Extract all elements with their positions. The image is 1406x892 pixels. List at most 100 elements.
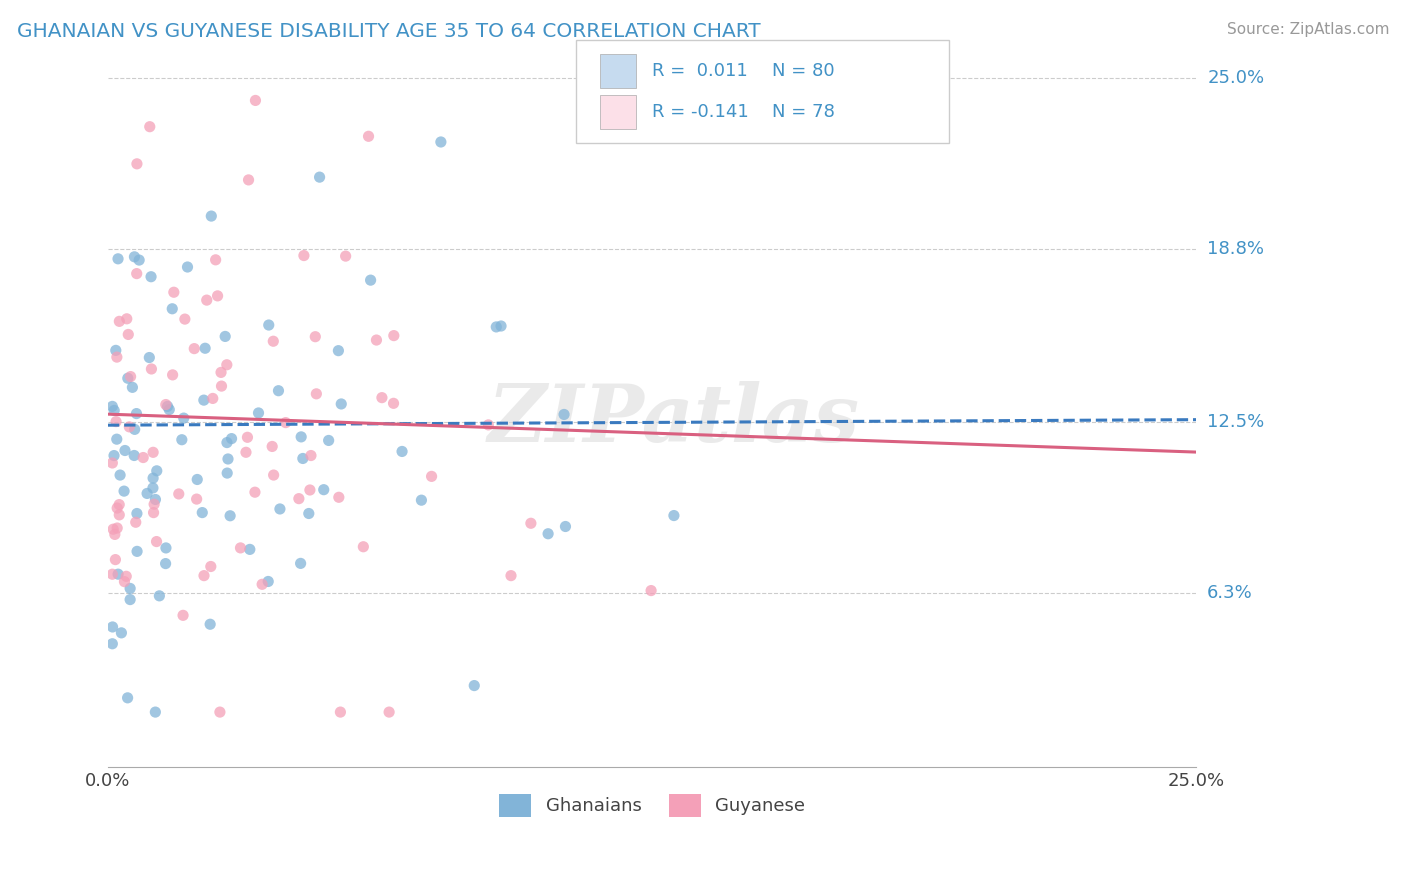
Point	[128, 253, 150, 268]
Point	[239, 542, 262, 557]
Point	[485, 319, 508, 334]
Point	[143, 497, 166, 511]
Point	[328, 343, 350, 358]
Point	[238, 173, 260, 187]
Point	[103, 449, 125, 463]
Point	[125, 157, 148, 171]
Point	[118, 420, 141, 434]
Point	[107, 252, 129, 266]
Point	[215, 358, 238, 372]
Point	[193, 568, 215, 582]
Point	[101, 400, 124, 414]
Legend: Ghanaians, Guyanese: Ghanaians, Guyanese	[492, 787, 813, 824]
Text: N = 80: N = 80	[772, 62, 835, 79]
Point	[640, 583, 662, 598]
Point	[221, 432, 243, 446]
Point	[537, 526, 560, 541]
Point	[217, 466, 239, 480]
Point	[120, 582, 142, 596]
Point	[371, 391, 394, 405]
Point	[121, 380, 143, 394]
Point	[104, 552, 127, 566]
Point	[554, 519, 576, 533]
Point	[195, 293, 218, 307]
Point	[193, 393, 215, 408]
Text: R = -0.141: R = -0.141	[652, 103, 749, 121]
Point	[329, 705, 352, 719]
Text: 12.5%: 12.5%	[1208, 413, 1264, 432]
Point	[108, 314, 131, 328]
Point	[173, 411, 195, 425]
Point	[139, 120, 162, 134]
Text: Source: ZipAtlas.com: Source: ZipAtlas.com	[1226, 22, 1389, 37]
Point	[291, 451, 314, 466]
Point	[299, 449, 322, 463]
Point	[243, 485, 266, 500]
Point	[105, 521, 128, 535]
Point	[148, 589, 170, 603]
Point	[105, 432, 128, 446]
Point	[194, 341, 217, 355]
Point	[155, 398, 177, 412]
Point	[117, 690, 139, 705]
Point	[143, 705, 166, 719]
Point	[330, 397, 353, 411]
Text: ZIPatlas: ZIPatlas	[488, 381, 860, 458]
Text: 18.8%: 18.8%	[1208, 240, 1264, 258]
Point	[108, 468, 131, 483]
Point	[112, 484, 135, 499]
Point	[145, 464, 167, 478]
Point	[101, 567, 124, 582]
Point	[124, 422, 146, 436]
Point	[162, 301, 184, 316]
Point	[125, 267, 148, 281]
Point	[136, 486, 159, 500]
Point	[139, 269, 162, 284]
Point	[114, 443, 136, 458]
Point	[200, 559, 222, 574]
Point	[298, 483, 321, 497]
Point	[115, 569, 138, 583]
Point	[167, 487, 190, 501]
Point	[229, 541, 252, 555]
Point	[263, 468, 285, 483]
Point	[382, 396, 405, 410]
Point	[391, 444, 413, 458]
Point	[430, 135, 453, 149]
Point	[101, 637, 124, 651]
Point	[125, 507, 148, 521]
Point	[378, 705, 401, 719]
Point	[308, 170, 330, 185]
Point	[125, 407, 148, 421]
Point	[186, 492, 208, 507]
Point	[269, 502, 291, 516]
Point	[183, 342, 205, 356]
Point	[305, 387, 328, 401]
Point	[101, 620, 124, 634]
Point	[105, 415, 128, 429]
Point	[208, 705, 231, 719]
Point	[520, 516, 543, 531]
Text: R =  0.011: R = 0.011	[652, 62, 748, 79]
Point	[114, 574, 136, 589]
Point	[411, 493, 433, 508]
Point	[236, 430, 259, 444]
Point	[214, 329, 236, 343]
Point	[219, 508, 242, 523]
Point	[198, 617, 221, 632]
Point	[207, 289, 229, 303]
Point	[290, 557, 312, 571]
Point	[463, 679, 485, 693]
Text: 25.0%: 25.0%	[1208, 69, 1264, 87]
Point	[298, 507, 321, 521]
Point	[138, 351, 160, 365]
Point	[201, 392, 224, 406]
Point	[477, 417, 499, 432]
Point	[170, 433, 193, 447]
Point	[163, 285, 186, 300]
Point	[420, 469, 443, 483]
Point	[318, 434, 340, 448]
Point	[103, 403, 125, 417]
Point	[262, 440, 284, 454]
Point	[267, 384, 290, 398]
